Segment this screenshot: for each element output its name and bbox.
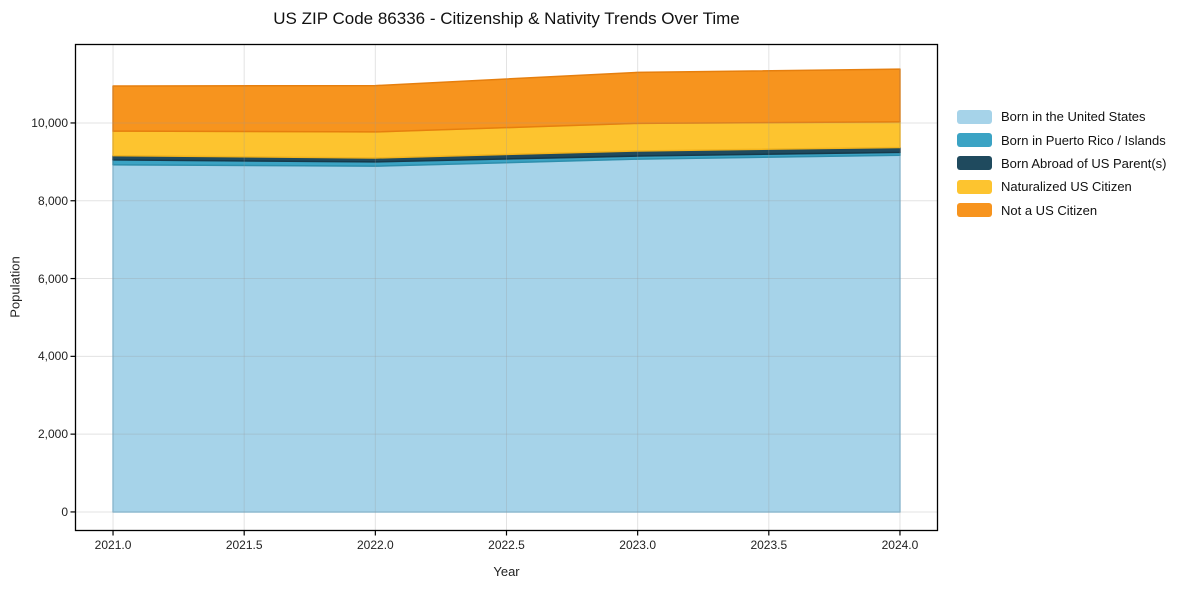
legend-label: Not a US Citizen (1001, 202, 1098, 218)
y-tick-label: 8,000 (37, 193, 68, 208)
x-tick-label: 2022.0 (356, 538, 394, 552)
x-tick-label: 2021.0 (94, 538, 132, 552)
legend-label: Naturalized US Citizen (1001, 179, 1132, 195)
legend-item-4: Not a US Citizen (957, 199, 1166, 222)
y-axis-label: Population (7, 256, 23, 318)
x-tick-label: 2022.5 (488, 538, 525, 552)
legend-label: Born in Puerto Rico / Islands (1001, 132, 1166, 148)
area-series-4 (112, 68, 901, 133)
legend-item-2: Born Abroad of US Parent(s) (957, 152, 1166, 175)
chart-title: US ZIP Code 86336 - Citizenship & Nativi… (273, 9, 740, 28)
y-tick-label: 0 (61, 504, 68, 519)
plot-area (70, 43, 939, 536)
legend-swatch-icon (957, 109, 992, 124)
y-tick-label: 4,000 (37, 349, 68, 364)
x-tick-label: 2024.0 (881, 538, 919, 552)
legend-label: Born Abroad of US Parent(s) (1001, 155, 1167, 171)
y-tick-label: 2,000 (37, 427, 68, 442)
legend-label: Born in the United States (1001, 109, 1146, 125)
legend-item-0: Born in the United States (957, 105, 1166, 128)
legend-item-1: Born in Puerto Rico / Islands (957, 128, 1166, 151)
plot-border (74, 43, 939, 532)
y-tick-label: 6,000 (37, 271, 68, 286)
x-tick-label: 2021.5 (225, 538, 263, 552)
legend-swatch-icon (957, 156, 992, 171)
legend-swatch-icon (957, 133, 992, 148)
legend-item-3: Naturalized US Citizen (957, 175, 1166, 198)
x-axis-label: Year (493, 564, 520, 579)
legend-swatch-icon (957, 203, 992, 218)
y-tick-label: 10,000 (31, 115, 68, 130)
legend: Born in the United States Born in Puerto … (957, 105, 1166, 222)
x-tick-label: 2023.0 (619, 538, 656, 552)
legend-swatch-icon (957, 179, 992, 194)
x-tick-label: 2023.5 (750, 538, 788, 552)
